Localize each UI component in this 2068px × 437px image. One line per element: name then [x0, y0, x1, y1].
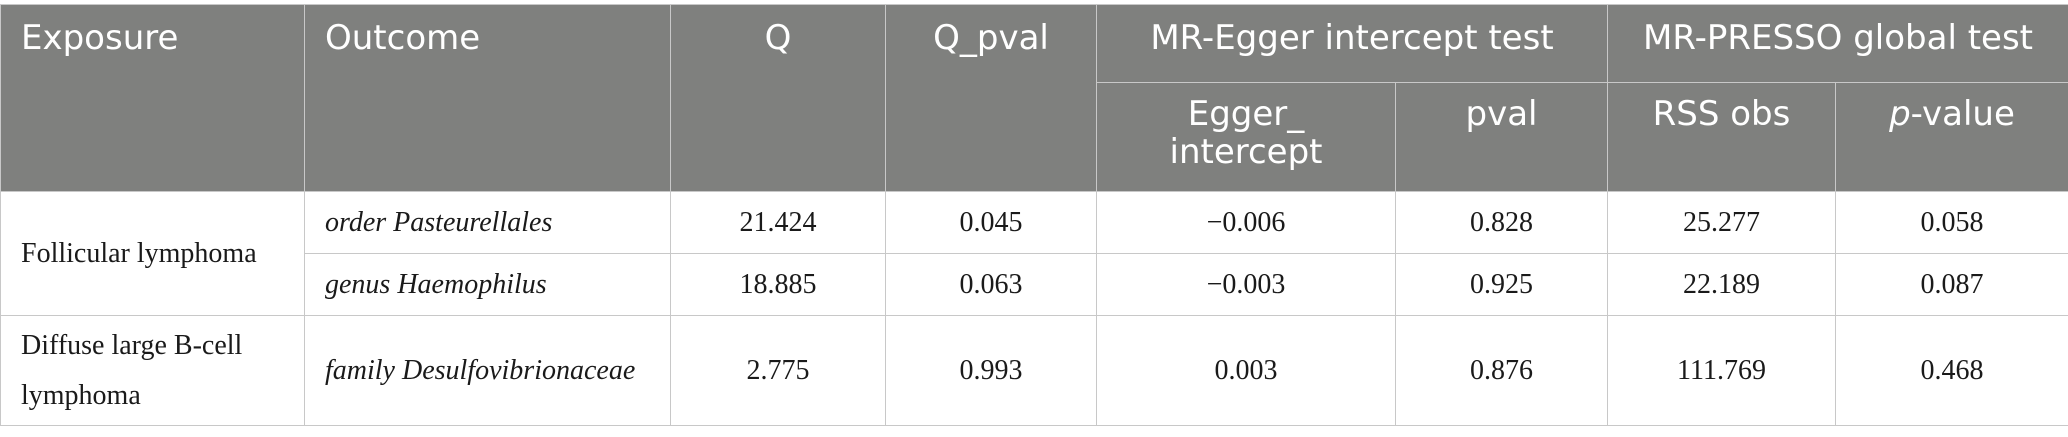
cell-outcome: family Desulfovibrionaceae [304, 315, 671, 426]
header-pval: pval [1395, 82, 1608, 192]
cell-q-pval: 0.993 [885, 315, 1097, 426]
header-p-value-italic: p [1889, 94, 1911, 134]
cell-q-pval: 0.063 [885, 253, 1097, 316]
header-q-pval: Q_pval [885, 4, 1097, 192]
cell-q: 18.885 [670, 253, 886, 316]
cell-p-value: 0.058 [1835, 191, 2068, 254]
cell-exposure: Follicular lymphoma [0, 191, 305, 316]
cell-egger-intercept: −0.006 [1096, 191, 1396, 254]
cell-rss-obs: 111.769 [1607, 315, 1836, 426]
header-p-value-rest: -value [1910, 94, 2015, 134]
cell-p-value: 0.087 [1835, 253, 2068, 316]
table-row: genus Haemophilus 18.885 0.063 −0.003 0.… [1, 253, 2068, 316]
cell-q: 2.775 [670, 315, 886, 426]
header-egger-group: MR-Egger intercept test [1096, 4, 1608, 83]
header-rss-obs: RSS obs [1607, 82, 1836, 192]
results-table: Exposure Outcome Q Q_pval MR-Egger inter… [0, 4, 2068, 426]
header-presso-group: MR-PRESSO global test [1607, 4, 2068, 83]
cell-rss-obs: 25.277 [1607, 191, 1836, 254]
cell-pval: 0.828 [1395, 191, 1608, 254]
header-p-value: p-value [1835, 82, 2068, 192]
header-egger-intercept: Egger_ intercept [1096, 82, 1396, 192]
cell-rss-obs: 22.189 [1607, 253, 1836, 316]
cell-outcome: order Pasteurellales [304, 191, 671, 254]
table-row: Diffuse large B-cell lymphoma family Des… [0, 315, 2068, 426]
cell-egger-intercept: 0.003 [1096, 315, 1396, 426]
table-row: Follicular lymphoma order Pasteurellales… [0, 191, 2068, 316]
header-exposure: Exposure [0, 4, 305, 192]
cell-egger-intercept: −0.003 [1096, 253, 1396, 316]
cell-p-value: 0.468 [1835, 315, 2068, 426]
header-row-1: Exposure Outcome Q Q_pval MR-Egger inter… [0, 4, 2068, 192]
header-outcome: Outcome [304, 4, 671, 192]
cell-pval: 0.876 [1395, 315, 1608, 426]
cell-q-pval: 0.045 [885, 191, 1097, 254]
header-row-2: Egger_ intercept pval RSS obs p-value [1, 82, 2068, 192]
cell-exposure: Diffuse large B-cell lymphoma [0, 315, 305, 426]
header-q: Q [670, 4, 886, 192]
cell-pval: 0.925 [1395, 253, 1608, 316]
cell-outcome: genus Haemophilus [304, 253, 671, 316]
cell-q: 21.424 [670, 191, 886, 254]
